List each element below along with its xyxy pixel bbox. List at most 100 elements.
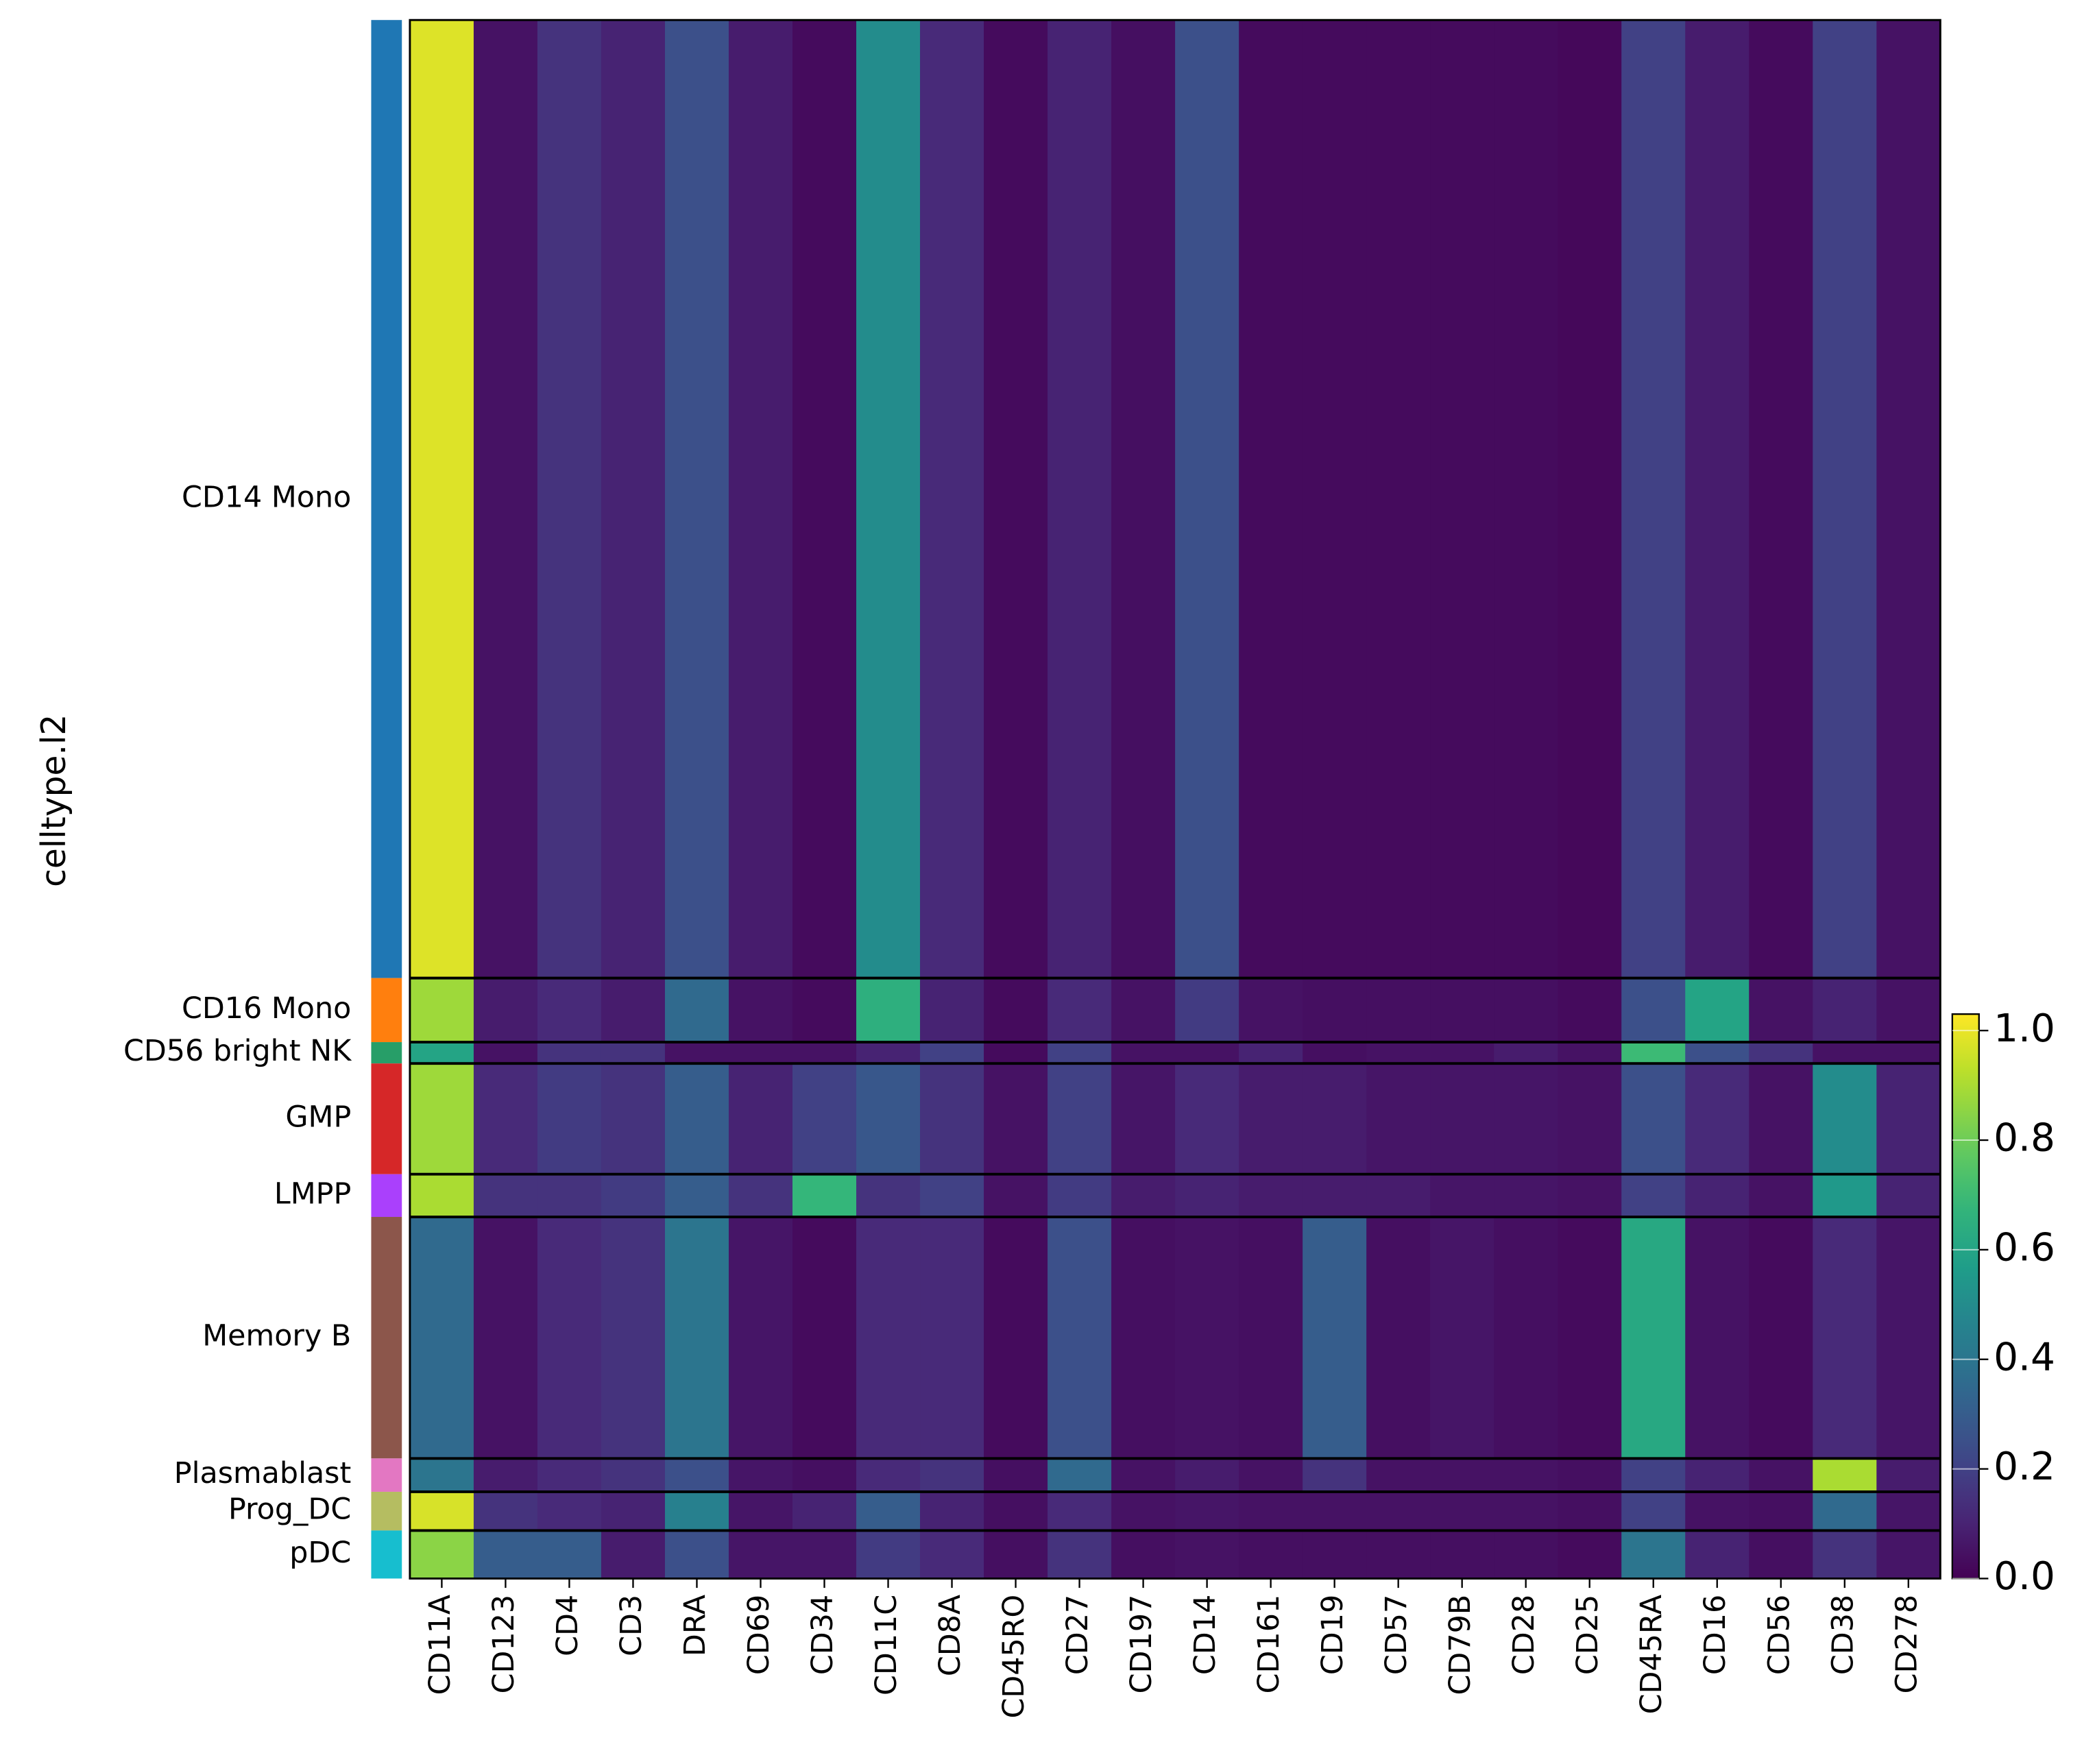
group-label: LMPP <box>274 1176 351 1211</box>
heatmap-cell <box>1366 1491 1431 1532</box>
heatmap-cell <box>537 1491 602 1532</box>
heatmap-cell <box>473 1174 538 1218</box>
heatmap-cell <box>1111 1063 1176 1175</box>
heatmap-cell <box>1749 978 1814 1043</box>
group-label: Memory B <box>202 1319 351 1353</box>
x-tick-label: CD278 <box>1889 1595 1924 1694</box>
heatmap-cell <box>537 1530 602 1580</box>
heatmap-cell <box>984 1063 1049 1175</box>
heatmap-cell <box>601 1458 666 1493</box>
heatmap-cell <box>1621 1063 1686 1175</box>
heatmap-cell <box>409 1042 474 1065</box>
heatmap-cell <box>1430 1217 1495 1460</box>
heatmap-cell <box>1621 1458 1686 1493</box>
heatmap-cell <box>1048 1063 1113 1175</box>
heatmap-cell <box>601 1174 666 1218</box>
heatmap-cell <box>856 20 921 979</box>
heatmap-cells <box>409 20 1941 1580</box>
heatmap-cell <box>1366 20 1431 979</box>
heatmap-cell <box>1366 1530 1431 1580</box>
heatmap-cell <box>1621 1530 1686 1580</box>
heatmap-cell <box>664 978 729 1043</box>
heatmap-cell <box>601 1042 666 1065</box>
heatmap-cell <box>1111 1458 1176 1493</box>
x-tick-label: CD19 <box>1316 1595 1350 1675</box>
heatmap-cell <box>1048 20 1113 979</box>
heatmap-cell <box>1175 1458 1240 1493</box>
heatmap-cell <box>1494 1217 1559 1460</box>
heatmap-cell <box>409 978 474 1043</box>
heatmap-cell <box>1621 1042 1686 1065</box>
heatmap-cell <box>1048 1491 1113 1532</box>
heatmap-cell <box>1494 1042 1559 1065</box>
heatmap-cell <box>920 1042 985 1065</box>
heatmap-cell <box>920 1530 985 1580</box>
heatmap-cell <box>664 1530 729 1580</box>
x-tick-label: CD28 <box>1507 1595 1541 1675</box>
heatmap-cell <box>1366 1174 1431 1218</box>
heatmap-cell <box>920 978 985 1043</box>
heatmap-cell <box>537 1217 602 1460</box>
heatmap-cell <box>1430 1174 1495 1218</box>
heatmap-cell <box>1685 1530 1750 1580</box>
heatmap-cell <box>1111 1174 1176 1218</box>
heatmap-cell <box>1685 1491 1750 1532</box>
heatmap-cell <box>601 1063 666 1175</box>
heatmap-cell <box>1876 20 1941 979</box>
heatmap-cell <box>1366 1458 1431 1493</box>
heatmap-cell <box>1494 1063 1559 1175</box>
x-tick-label: CD4 <box>550 1595 585 1656</box>
group-label: GMP <box>285 1100 351 1134</box>
heatmap-cell <box>1175 1063 1240 1175</box>
heatmap-cell <box>1303 1042 1368 1065</box>
heatmap-cell <box>1685 1042 1750 1065</box>
heatmap-cell <box>920 1491 985 1532</box>
heatmap-cell <box>1048 978 1113 1043</box>
x-tick-label: CD197 <box>1124 1595 1159 1694</box>
x-tick-label: CD56 <box>1762 1595 1796 1675</box>
heatmap-cell <box>1813 1217 1878 1460</box>
heatmap-cell <box>1813 978 1878 1043</box>
heatmap-cell <box>1048 1217 1113 1460</box>
heatmap-cell <box>1430 1042 1495 1065</box>
heatmap-cell <box>1303 20 1368 979</box>
heatmap-cell <box>473 1491 538 1532</box>
heatmap-cell <box>728 1063 793 1175</box>
colorbar <box>1951 1013 1980 1580</box>
heatmap-cell <box>1303 1458 1368 1493</box>
heatmap-cell <box>1303 1491 1368 1532</box>
heatmap-cell <box>1558 1063 1623 1175</box>
x-tick-label: CD79B <box>1443 1595 1477 1695</box>
x-tick-label: CD8A <box>933 1595 967 1676</box>
heatmap-cell <box>409 1174 474 1218</box>
heatmap-cell <box>792 1063 857 1175</box>
heatmap-cell <box>1366 1042 1431 1065</box>
heatmap-cell <box>664 1458 729 1493</box>
heatmap-cell <box>1876 978 1941 1043</box>
heatmap-cell <box>1621 1491 1686 1532</box>
heatmap-cell <box>1239 20 1304 979</box>
x-tick-label: CD34 <box>806 1595 840 1675</box>
group-label: Plasmablast <box>174 1456 351 1490</box>
heatmap-cell <box>1685 1217 1750 1460</box>
heatmap-cell <box>537 1063 602 1175</box>
colorbar-tick-label: 0.0 <box>1994 1554 2055 1599</box>
heatmap-cell <box>1111 1217 1176 1460</box>
heatmap-cell <box>1876 1063 1941 1175</box>
heatmap-cell <box>601 1530 666 1580</box>
heatmap-cell <box>537 978 602 1043</box>
heatmap-cell <box>1558 1174 1623 1218</box>
x-tick-label: CD38 <box>1826 1595 1860 1675</box>
heatmap-cell <box>1749 1174 1814 1218</box>
heatmap-cell <box>537 1042 602 1065</box>
heatmap-cell <box>1685 20 1750 979</box>
heatmap-cell <box>409 1063 474 1175</box>
x-tick-label: CD11A <box>423 1595 457 1695</box>
heatmap-cell <box>1876 1042 1941 1065</box>
x-tick-label: CD69 <box>742 1595 776 1675</box>
heatmap-cell <box>1494 20 1559 979</box>
heatmap-cell <box>792 1458 857 1493</box>
heatmap-border <box>409 19 1941 1580</box>
heatmap-cell <box>1239 1174 1304 1218</box>
heatmap-cell <box>856 1491 921 1532</box>
